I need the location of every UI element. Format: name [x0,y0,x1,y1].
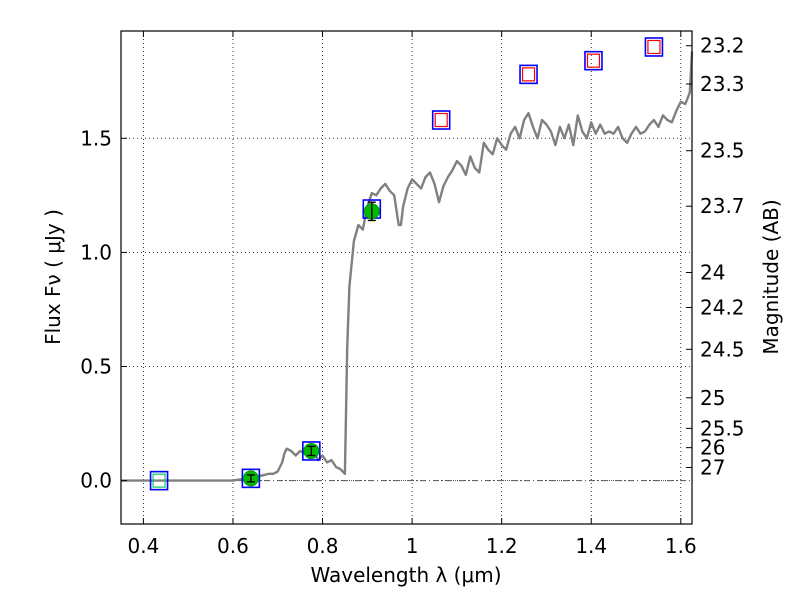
x-tick-label: 1.6 [665,534,697,558]
y-tick-label: 1.5 [80,126,112,150]
model-flux-square [431,110,451,130]
model-flux-square [302,441,321,461]
predicted-flux-square [434,112,448,128]
predicted-flux-square [521,67,536,82]
nondetection-square [152,473,166,488]
y-tick-label: 1.0 [80,240,112,264]
x-tick-label: 1 [406,534,419,558]
mag-tick-label: 25 [700,386,725,410]
x-axis-label: Wavelength λ (μm) [310,563,501,587]
mag-tick-label: 26 [700,436,725,460]
x-tick-label: 0.6 [217,534,249,558]
y-tick-label: 0.5 [80,355,112,379]
model-flux-square [519,64,538,85]
x-tick-label: 0.4 [127,534,159,558]
predicted-flux-square [586,53,601,68]
mag-tick-label: 24.2 [700,295,745,319]
markers-layer [149,37,664,491]
mag-tick-label: 25.5 [700,416,745,440]
y2-axis-label: Magnitude (AB) [759,199,783,354]
mag-tick-label: 24 [700,260,725,284]
plot-frame [120,30,693,525]
y-axis-label: Flux Fν ( μJy ) [41,209,65,345]
mag-tick-label: 23.5 [700,139,745,163]
mag-tick-label: 23.3 [700,72,745,96]
mag-tick-label: 23.2 [700,34,745,58]
model-flux-square [644,37,664,57]
y-tick-label: 0.0 [80,469,112,493]
x-tick-label: 1.2 [486,534,518,558]
mag-tick-label: 24.5 [700,337,745,361]
ticks-layer: 0.4 0.6 0.8 1 1.2 1.4 1.6 0.0 0.5 1.0 1.5 23.2 23.3 2… [80,31,745,558]
mag-tick-label: 23.7 [700,194,745,218]
x-tick-label: 1.4 [575,534,607,558]
mag-tick-label: 27 [700,456,725,480]
plot-background [121,31,692,524]
model-flux-square [241,468,261,489]
model-flux-square [149,470,169,491]
predicted-flux-square [647,39,661,55]
model-flux-square [584,50,603,71]
x-tick-label: 0.8 [307,534,339,558]
